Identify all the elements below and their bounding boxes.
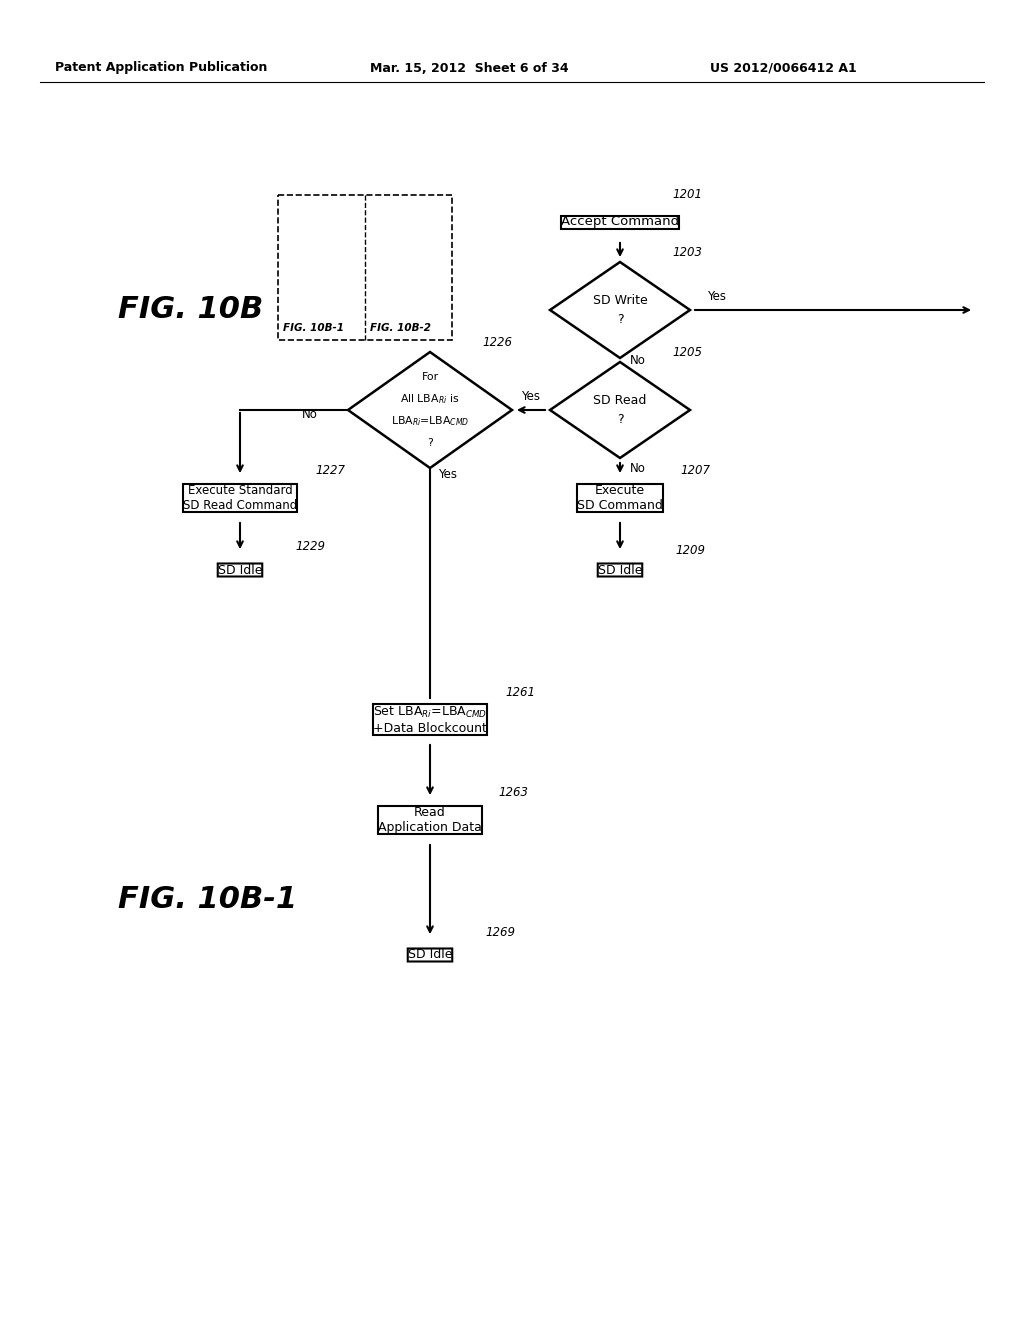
Bar bbox=[278, 195, 452, 341]
Text: 1229: 1229 bbox=[295, 540, 325, 553]
Polygon shape bbox=[348, 352, 512, 469]
Text: Set LBA$_{Ri}$=LBA$_{CMD}$
+Data Blockcount: Set LBA$_{Ri}$=LBA$_{CMD}$ +Data Blockco… bbox=[373, 705, 487, 735]
Text: No: No bbox=[630, 462, 646, 474]
Polygon shape bbox=[550, 261, 690, 358]
Text: 1207: 1207 bbox=[680, 463, 710, 477]
Text: US 2012/0066412 A1: US 2012/0066412 A1 bbox=[710, 62, 857, 74]
Text: SD Write: SD Write bbox=[593, 294, 647, 308]
Text: 1201: 1201 bbox=[672, 187, 702, 201]
Text: Accept Command: Accept Command bbox=[561, 215, 679, 228]
Text: FIG. 10B-1: FIG. 10B-1 bbox=[118, 886, 297, 915]
Text: FIG. 10B: FIG. 10B bbox=[118, 296, 263, 325]
Polygon shape bbox=[550, 362, 690, 458]
Text: SD Idle: SD Idle bbox=[218, 564, 262, 577]
Text: 1209: 1209 bbox=[675, 544, 705, 557]
Text: Read
Application Data: Read Application Data bbox=[378, 807, 482, 834]
Text: 1227: 1227 bbox=[315, 463, 345, 477]
Text: FIG. 10B-2: FIG. 10B-2 bbox=[370, 323, 431, 333]
Text: Execute
SD Command: Execute SD Command bbox=[578, 484, 663, 512]
Text: Yes: Yes bbox=[438, 467, 457, 480]
Text: SD Idle: SD Idle bbox=[408, 949, 453, 961]
Text: FIG. 10B-1: FIG. 10B-1 bbox=[283, 323, 344, 333]
Text: SD Read: SD Read bbox=[593, 395, 647, 408]
Text: Yes: Yes bbox=[521, 389, 541, 403]
Text: No: No bbox=[630, 354, 646, 367]
Text: Patent Application Publication: Patent Application Publication bbox=[55, 62, 267, 74]
Text: No: No bbox=[302, 408, 318, 421]
Text: ?: ? bbox=[616, 413, 624, 425]
Text: 1263: 1263 bbox=[498, 785, 528, 799]
Text: 1205: 1205 bbox=[672, 346, 702, 359]
Text: ?: ? bbox=[616, 313, 624, 326]
Text: 1203: 1203 bbox=[672, 246, 702, 259]
Text: For: For bbox=[422, 372, 438, 381]
Text: ?: ? bbox=[427, 438, 433, 447]
Text: LBA$_{Ri}$=LBA$_{CMD}$: LBA$_{Ri}$=LBA$_{CMD}$ bbox=[391, 414, 469, 428]
Text: Yes: Yes bbox=[707, 289, 726, 302]
Text: All LBA$_{Ri}$ is: All LBA$_{Ri}$ is bbox=[400, 392, 460, 405]
Text: 1261: 1261 bbox=[505, 685, 535, 698]
Text: Mar. 15, 2012  Sheet 6 of 34: Mar. 15, 2012 Sheet 6 of 34 bbox=[370, 62, 568, 74]
Text: Execute Standard
SD Read Command: Execute Standard SD Read Command bbox=[183, 484, 297, 512]
Text: 1269: 1269 bbox=[485, 927, 515, 940]
Text: SD Idle: SD Idle bbox=[598, 564, 642, 577]
Text: 1226: 1226 bbox=[482, 335, 512, 348]
